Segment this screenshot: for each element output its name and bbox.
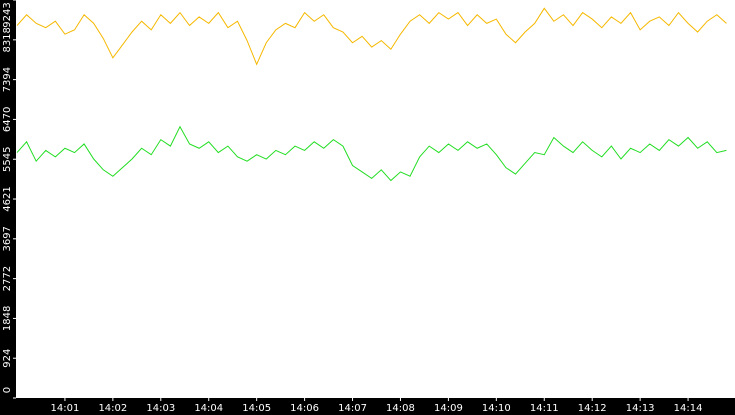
y-tick-label: 6470 [2,107,13,132]
x-tick-label: 14:06 [290,403,319,414]
x-tick-label: 14:10 [482,403,511,414]
x-tick-label: 14:11 [530,403,559,414]
x-tick-label: 14:03 [146,403,175,414]
series-line [16,7,727,66]
x-tick-label: 14:02 [98,403,127,414]
plot-area [16,0,735,398]
y-tick-label: 924 [2,349,13,368]
x-tick-label: 14:09 [434,403,463,414]
y-tick-label: 5545 [2,147,13,172]
y-tick-label: 8318 [2,27,13,52]
y-tick-label: 2772 [2,266,13,291]
x-tick-label: 14:14 [674,403,703,414]
x-tick-label: 14:12 [578,403,607,414]
x-tick-label: 14:13 [626,403,655,414]
y-tick-label: 1848 [2,306,13,331]
x-tick-label: 14:05 [242,403,271,414]
series-line [16,125,727,182]
y-tick-label: 3697 [2,226,13,251]
x-tick-label: 14:08 [386,403,415,414]
x-tick-label: 14:04 [194,403,223,414]
y-tick-label: 4621 [2,186,13,211]
x-tick-label: 14:07 [338,403,367,414]
y-tick-label: 9243 [2,2,13,27]
x-tick-label: 14:01 [51,403,80,414]
y-tick-label: 7394 [2,67,13,92]
y-tick-label: 0 [2,387,13,393]
